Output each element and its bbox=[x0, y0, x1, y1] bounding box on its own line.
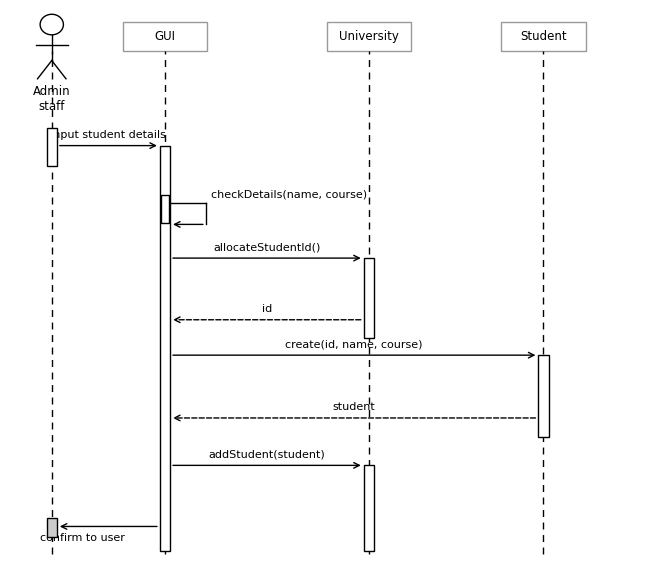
Text: create(id, name, course): create(id, name, course) bbox=[285, 339, 423, 349]
Bar bbox=[47, 518, 57, 537]
Bar bbox=[501, 22, 586, 51]
Bar bbox=[123, 22, 207, 51]
Bar bbox=[364, 258, 374, 338]
Bar bbox=[327, 22, 411, 51]
Text: confirm to user: confirm to user bbox=[40, 533, 125, 544]
Text: allocateStudentId(): allocateStudentId() bbox=[214, 242, 320, 252]
Text: id: id bbox=[262, 304, 272, 314]
Text: Admin
staff: Admin staff bbox=[33, 85, 71, 112]
Text: student: student bbox=[333, 402, 376, 412]
Text: GUI: GUI bbox=[155, 30, 175, 43]
Text: addStudent(student): addStudent(student) bbox=[208, 449, 325, 460]
Bar bbox=[538, 355, 549, 437]
Bar bbox=[160, 146, 170, 551]
Bar bbox=[364, 465, 374, 551]
Text: Student: Student bbox=[520, 30, 567, 43]
Bar bbox=[47, 128, 57, 166]
Text: Input student details: Input student details bbox=[50, 130, 166, 140]
Text: checkDetails(name, course): checkDetails(name, course) bbox=[211, 190, 367, 200]
Text: University: University bbox=[339, 30, 399, 43]
Bar bbox=[161, 195, 169, 223]
